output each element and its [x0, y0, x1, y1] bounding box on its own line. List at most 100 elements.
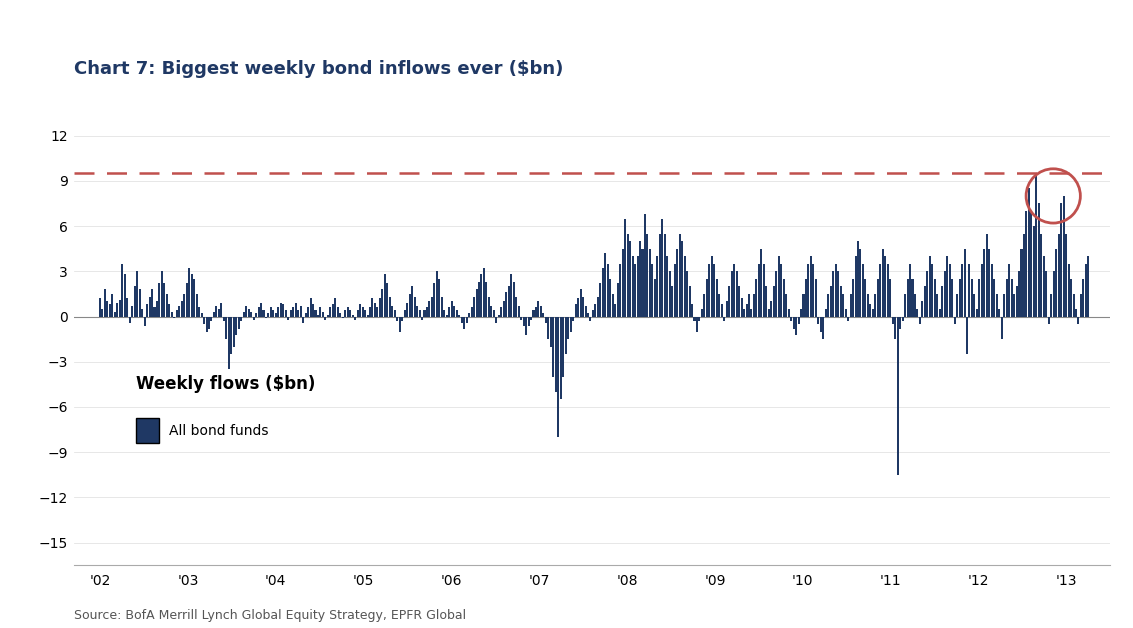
Bar — [647, 234, 648, 317]
Bar — [668, 271, 671, 317]
Bar — [1038, 203, 1040, 317]
Bar — [800, 309, 802, 317]
Bar — [409, 294, 410, 317]
Bar — [914, 294, 915, 317]
Bar — [146, 305, 148, 317]
Bar — [196, 294, 197, 317]
Bar — [923, 286, 926, 317]
Bar — [230, 317, 232, 354]
Bar — [892, 317, 894, 324]
Bar — [104, 290, 107, 317]
Bar — [272, 310, 274, 317]
Bar — [552, 317, 554, 377]
Bar — [599, 283, 602, 317]
Bar — [990, 264, 993, 317]
Bar — [349, 310, 351, 317]
Bar — [208, 317, 210, 328]
Bar — [716, 279, 718, 317]
Bar — [445, 315, 448, 317]
Bar — [1053, 271, 1055, 317]
Bar — [458, 315, 460, 317]
Bar — [959, 279, 961, 317]
Bar — [535, 308, 537, 317]
Bar — [344, 310, 347, 317]
Bar — [906, 279, 909, 317]
Bar — [854, 256, 857, 317]
Bar — [733, 264, 735, 317]
Bar — [211, 317, 213, 321]
Bar — [547, 317, 550, 339]
Bar — [438, 279, 441, 317]
Bar — [176, 310, 178, 317]
Bar — [564, 317, 566, 354]
Bar — [654, 279, 656, 317]
Bar — [357, 310, 359, 317]
Bar — [389, 297, 391, 317]
Bar — [691, 305, 693, 317]
Bar — [986, 234, 988, 317]
Bar — [1006, 279, 1007, 317]
Bar — [1055, 249, 1057, 317]
Bar — [218, 309, 220, 317]
Bar — [1085, 264, 1087, 317]
Bar — [278, 308, 280, 317]
Bar — [662, 219, 663, 317]
Bar — [138, 290, 140, 317]
Bar — [161, 271, 163, 317]
Text: Chart 7: Biggest weekly bond inflows ever ($bn): Chart 7: Biggest weekly bond inflows eve… — [74, 60, 563, 78]
Bar — [288, 317, 289, 320]
Bar — [795, 317, 798, 335]
Bar — [641, 249, 644, 317]
Bar — [714, 264, 715, 317]
Bar — [184, 294, 185, 317]
Bar — [956, 294, 959, 317]
Bar — [374, 303, 376, 317]
Bar — [627, 234, 629, 317]
Bar — [355, 317, 356, 320]
Bar — [835, 264, 837, 317]
Bar — [753, 294, 755, 317]
Bar — [706, 279, 708, 317]
Bar — [983, 249, 986, 317]
Bar — [505, 293, 508, 317]
Bar — [186, 283, 188, 317]
Bar — [597, 297, 599, 317]
Bar — [624, 219, 627, 317]
Bar — [181, 301, 182, 317]
Bar — [768, 309, 769, 317]
Bar — [738, 286, 740, 317]
Bar — [148, 297, 151, 317]
Bar — [257, 308, 259, 317]
Bar — [574, 305, 577, 317]
Bar — [820, 317, 821, 332]
Bar — [491, 306, 493, 317]
Bar — [743, 309, 746, 317]
Bar — [760, 249, 763, 317]
Bar — [280, 303, 282, 317]
Bar — [1033, 226, 1034, 317]
Bar — [265, 317, 267, 318]
Bar — [756, 279, 758, 317]
Bar — [434, 283, 435, 317]
Bar — [299, 306, 301, 317]
Bar — [808, 264, 809, 317]
Bar — [634, 264, 636, 317]
Bar — [399, 317, 401, 332]
Bar — [312, 305, 314, 317]
Bar — [449, 308, 450, 317]
Bar — [1011, 279, 1013, 317]
Bar — [765, 286, 767, 317]
Bar — [295, 303, 297, 317]
Bar — [637, 256, 639, 317]
Bar — [572, 317, 574, 321]
Bar — [783, 279, 785, 317]
Bar — [550, 317, 552, 347]
Bar — [123, 274, 126, 317]
Bar — [616, 283, 619, 317]
Bar — [213, 312, 215, 317]
Bar — [282, 305, 284, 317]
Bar — [470, 308, 472, 317]
Bar — [163, 283, 165, 317]
Bar — [735, 271, 738, 317]
Bar — [622, 249, 623, 317]
